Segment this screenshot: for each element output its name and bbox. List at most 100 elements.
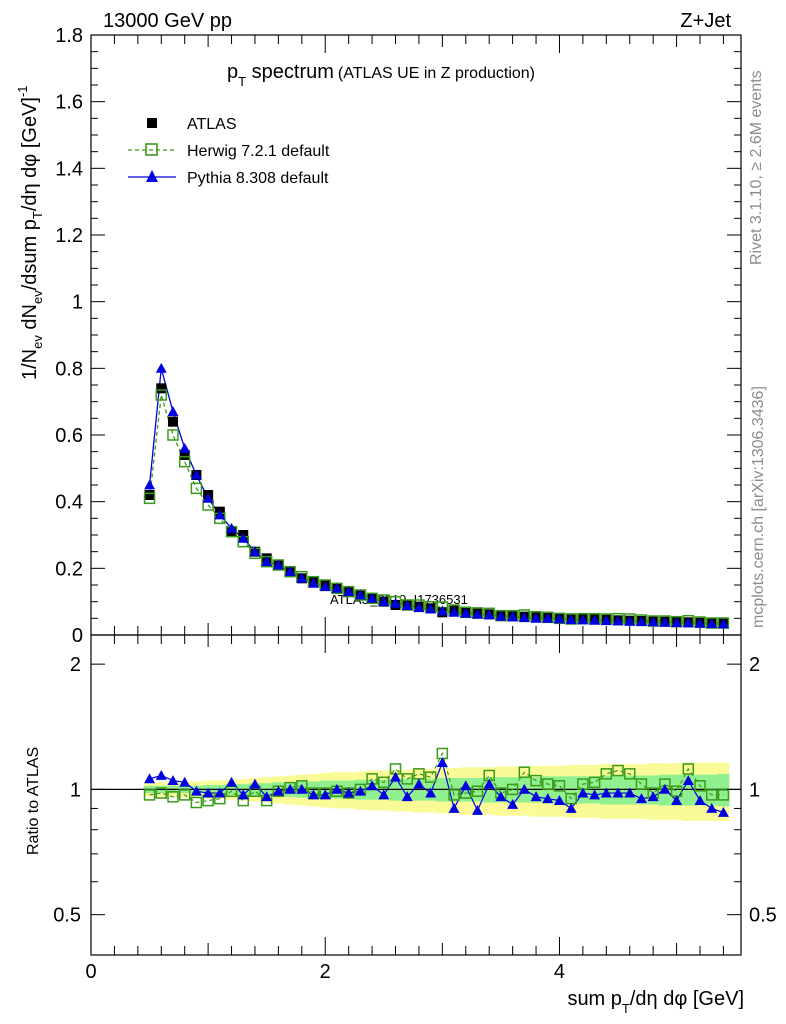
pythia-ratio-point xyxy=(589,789,601,800)
x-tick-labels: 0 2 4 xyxy=(85,961,565,983)
pythia-point xyxy=(553,613,565,624)
pythia-point xyxy=(647,616,659,627)
pythia-ratio-point xyxy=(296,783,308,794)
x-tick-label: 4 xyxy=(554,961,565,983)
herwig-ratio-point xyxy=(448,789,460,801)
herwig-ratio-point xyxy=(471,785,484,797)
pythia-ratio-point xyxy=(226,776,238,787)
pythia-ratio-point xyxy=(413,778,425,789)
pythia-point xyxy=(577,614,589,625)
pythia-ratio-point xyxy=(144,773,156,784)
pythia-ratio-point xyxy=(237,789,249,800)
herwig-point xyxy=(167,429,179,441)
ratio-band-inner-bin xyxy=(682,774,695,806)
ratio-y-tick-labels: 0.5 0.5 1 1 2 2 xyxy=(53,654,777,927)
pythia-ratio-point xyxy=(659,783,671,794)
pythia-point xyxy=(600,615,612,626)
mcplots-credit-label: mcplots.cern.ch [arXiv:1306.3436] xyxy=(750,386,767,628)
pythia-ratio-point xyxy=(390,771,402,782)
ratio-band-inner-bin xyxy=(694,774,706,806)
pythia-point xyxy=(413,602,425,613)
pythia-point xyxy=(518,612,530,623)
pythia-point xyxy=(471,608,483,619)
pythia-ratio-point xyxy=(577,787,589,798)
pythia-point xyxy=(272,559,284,570)
pythia-ratio-point xyxy=(507,798,519,809)
atlas-point xyxy=(167,416,178,427)
pythia-ratio-point xyxy=(717,807,729,817)
legend-label-herwig: Herwig 7.2.1 default xyxy=(187,143,330,160)
pythia-point xyxy=(167,406,179,417)
ratio-y-axis-label: Ratio to ATLAS xyxy=(25,747,42,855)
pythia-line xyxy=(148,368,724,625)
main-panel: 0 0.2 0.4 0.6 0.8 1 1.2 1.4 1.6 1.8 pT spectrum (A… xyxy=(15,25,742,647)
ratio-y-tick-label-right: 1 xyxy=(749,779,760,801)
x-axis-label: sum pT/dη dφ [GeV] xyxy=(567,988,744,1016)
ratio-y-tick-label: 0.5 xyxy=(53,905,81,927)
pythia-ratio-point xyxy=(167,775,179,785)
pythia-point xyxy=(155,362,167,373)
pythia-point xyxy=(354,589,366,600)
pythia-ratio-point xyxy=(155,770,167,780)
pythia-point xyxy=(237,532,249,543)
pythia-ratio-point xyxy=(378,789,390,800)
pythia-ratio-point xyxy=(647,791,659,802)
ratio-y-tick-label-right: 0.5 xyxy=(749,905,777,927)
pythia-point xyxy=(331,582,343,593)
herwig-ratio-point xyxy=(401,773,413,785)
pythia-point xyxy=(296,572,308,583)
herwig-ratio-point xyxy=(623,768,636,780)
x-tick-label: 0 xyxy=(85,961,96,983)
pythia-ratio-point xyxy=(448,802,460,813)
pythia-point xyxy=(190,469,202,480)
main-y-tick-label: 1.4 xyxy=(55,158,83,180)
herwig-ratio-point xyxy=(506,783,519,796)
main-y-axis-label: 1/Nev dNev/dsum pT/dη dφ [GeV]-1 xyxy=(15,85,45,380)
header-energy: 13000 GeV pp xyxy=(103,10,232,32)
pythia-point xyxy=(202,492,214,503)
pythia-point xyxy=(682,617,694,628)
legend-marker-atlas xyxy=(147,118,157,128)
atlas-point xyxy=(144,490,155,500)
herwig-ratio-point xyxy=(518,766,531,778)
pythia-point xyxy=(694,617,706,628)
legend-marker-herwig xyxy=(145,143,158,156)
pythia-point xyxy=(284,566,296,577)
pythia-ratio-point xyxy=(694,795,706,805)
herwig-ratio-point xyxy=(530,774,542,787)
ratio-band-inner-bin xyxy=(670,774,683,806)
atlas-point xyxy=(179,450,190,460)
ratio-panel: 0.5 0.5 1 1 2 2 0 2 4 Ratio to ATLAS sum pT/dη … xyxy=(25,634,777,1016)
pythia-ratio-point xyxy=(553,795,565,805)
pythia-ratio-point xyxy=(565,802,577,813)
pythia-point xyxy=(261,556,273,567)
pythia-point xyxy=(706,618,718,629)
pythia-ratio-point xyxy=(600,787,612,798)
atlas-point xyxy=(156,383,167,394)
main-y-tick-label: 1.2 xyxy=(55,225,83,247)
pythia-ratio-point xyxy=(284,783,296,794)
pythia-point xyxy=(659,616,671,627)
pythia-point xyxy=(589,614,601,625)
ratio-y-tick-label: 1 xyxy=(70,779,81,801)
main-y-tick-label: 0.8 xyxy=(55,358,83,380)
pythia-ratio-point xyxy=(331,783,343,794)
pythia-ratio-point xyxy=(682,775,694,785)
pythia-ratio-point xyxy=(518,783,530,794)
herwig-ratio-point xyxy=(635,778,648,790)
ratio-frame xyxy=(90,634,742,956)
pythia-point xyxy=(343,586,355,597)
ratio-y-tick-label-right: 2 xyxy=(749,654,760,676)
herwig-line xyxy=(148,394,724,624)
main-y-tick-label: 0.2 xyxy=(55,558,83,580)
pythia-point xyxy=(144,479,156,490)
pythia-ratio-point xyxy=(308,789,320,800)
pythia-ratio-point xyxy=(530,791,542,802)
pythia-ratio-point xyxy=(542,793,554,804)
rivet-version-label: Rivet 3.1.10, ≥ 2.6M events xyxy=(748,70,765,265)
herwig-ratio-point xyxy=(378,776,390,789)
pythia-point xyxy=(425,603,437,614)
main-y-tick-label: 0.4 xyxy=(55,492,83,514)
pythia-ratio-point xyxy=(671,795,683,805)
